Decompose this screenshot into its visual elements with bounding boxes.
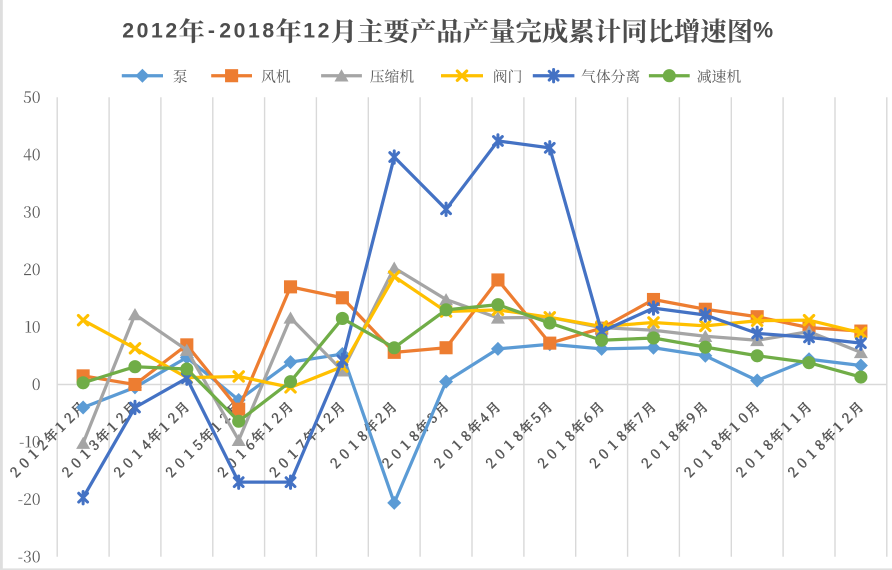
svg-text:0: 0: [234, 19, 246, 42]
svg-text:8: 8: [262, 19, 274, 42]
svg-text:0: 0: [137, 19, 149, 42]
svg-text:1: 1: [248, 19, 260, 42]
svg-text:2: 2: [219, 19, 231, 42]
svg-text:1: 1: [303, 19, 315, 42]
svg-text:2: 2: [318, 19, 330, 42]
svg-text:2: 2: [122, 19, 134, 42]
svg-text:%: %: [753, 17, 773, 42]
svg-text:-: -: [208, 19, 215, 42]
svg-text:2: 2: [165, 19, 177, 42]
svg-text:1: 1: [151, 19, 163, 42]
